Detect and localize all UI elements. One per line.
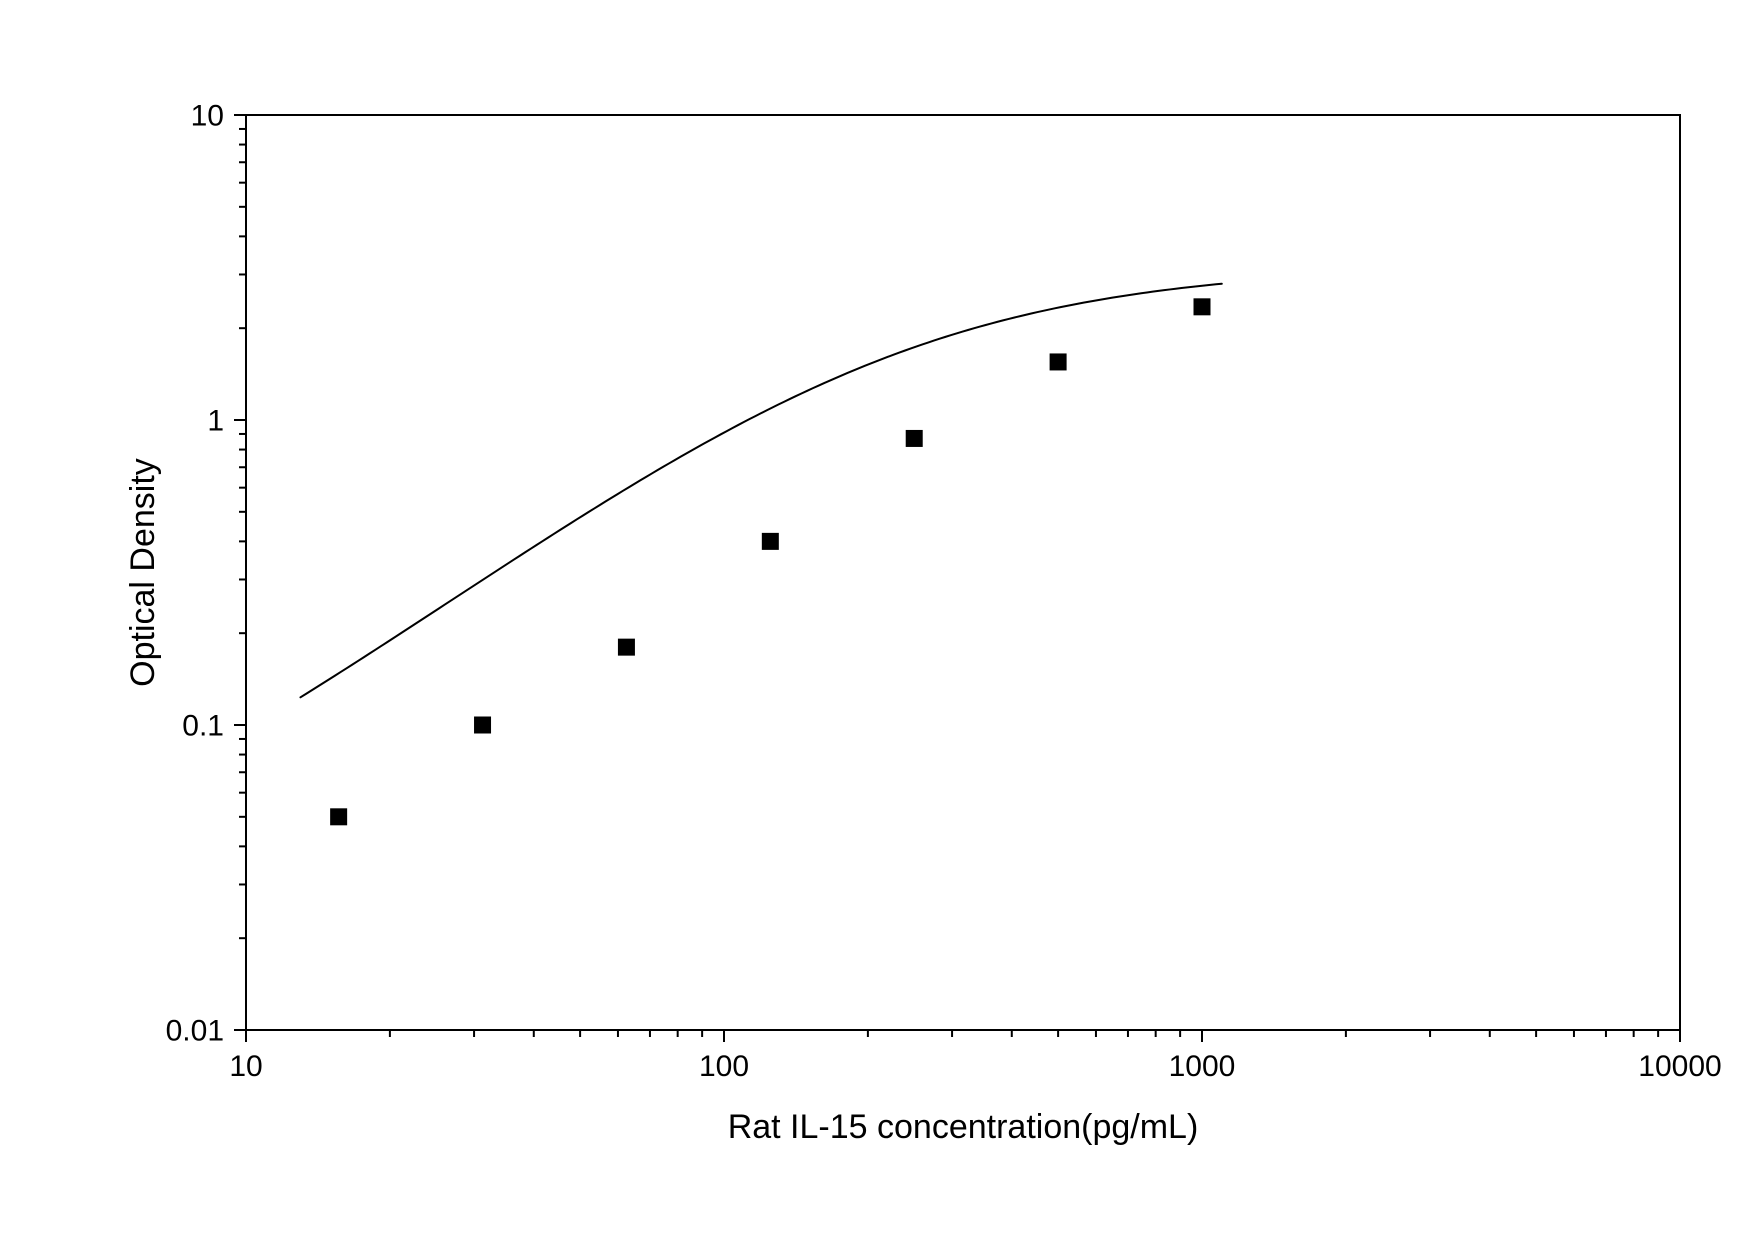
chart-stage: { "chart": { "type": "line", "width_px":… (0, 0, 1755, 1240)
plot-frame (246, 115, 1680, 1030)
y-tick-label: 1 (207, 405, 224, 438)
y-tick-label: 10 (191, 100, 224, 133)
x-axis-label: Rat IL-15 concentration(pg/mL) (728, 1108, 1199, 1146)
x-tick-label: 10000 (1638, 1050, 1721, 1083)
data-marker (475, 717, 491, 733)
y-tick-label: 0.01 (166, 1015, 224, 1048)
x-tick-label: 1000 (1169, 1050, 1236, 1083)
data-marker (1194, 299, 1210, 315)
x-tick-label: 10 (229, 1050, 262, 1083)
x-tick-label: 100 (699, 1050, 749, 1083)
fitted-curve (300, 284, 1221, 698)
y-tick-label: 0.1 (182, 710, 224, 743)
data-marker (618, 639, 634, 655)
y-axis-label: Optical Density (124, 458, 162, 687)
data-marker (331, 809, 347, 825)
data-marker (1050, 354, 1066, 370)
data-marker (762, 533, 778, 549)
log-log-chart: 10 100 1000 10000 0.01 0.1 1 10 Rat IL-15 concen… (0, 0, 1755, 1240)
data-marker (906, 430, 922, 446)
